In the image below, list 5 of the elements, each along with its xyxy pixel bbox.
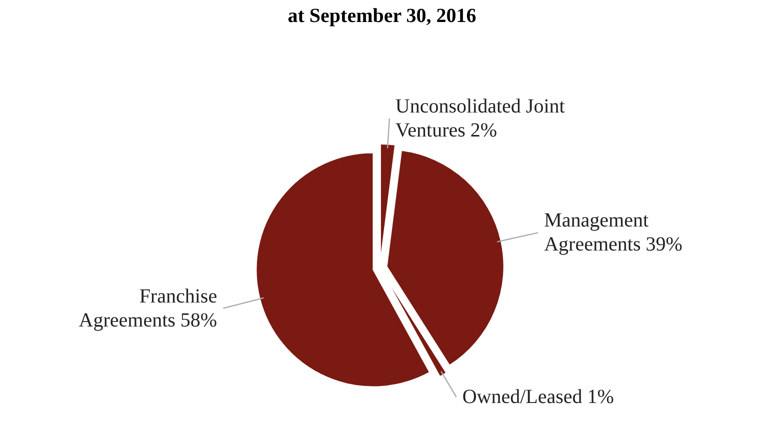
slice-label: Owned/Leased 1%: [462, 386, 614, 408]
slice-label: Management Agreements 39%: [544, 210, 682, 256]
slice-label: Franchise Agreements 58%: [78, 285, 218, 332]
slice-label: Unconsolidated Joint Ventures 2%: [395, 95, 566, 142]
chart-title: at September 30, 2016: [288, 5, 476, 27]
